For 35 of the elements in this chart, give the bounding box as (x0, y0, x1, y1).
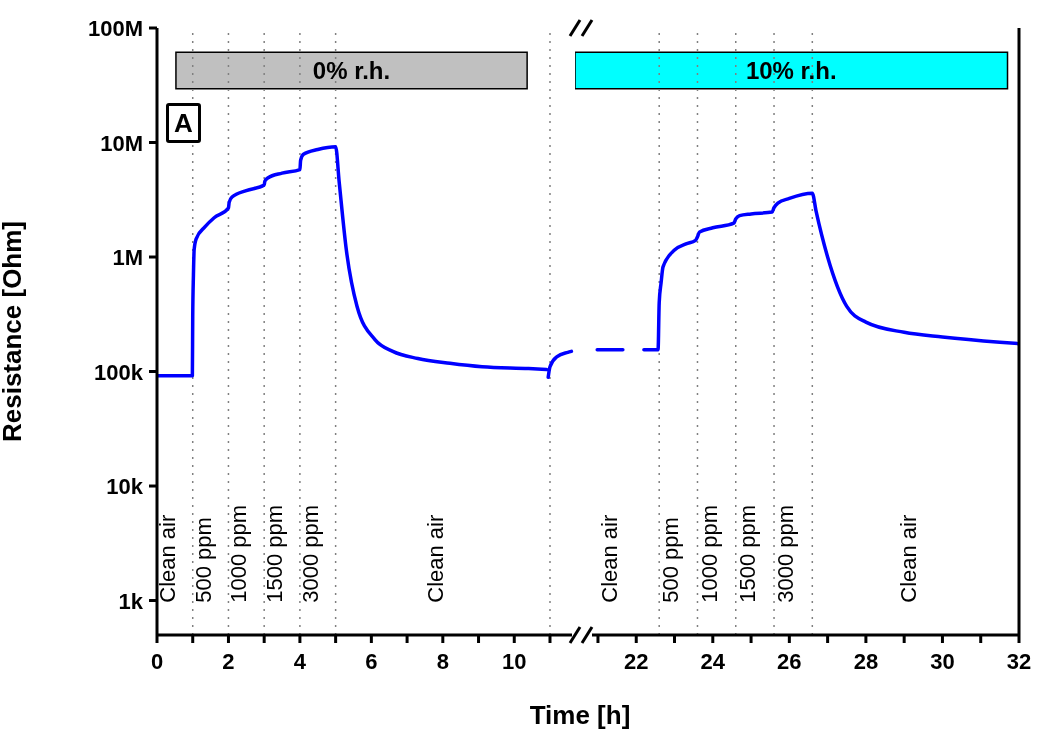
annotation: 500 ppm (190, 517, 216, 603)
x-tick-label: 4 (293, 649, 307, 674)
annotation: 1500 ppm (734, 504, 760, 603)
annotation: Clean air (154, 514, 180, 603)
x-tick-label: 26 (777, 649, 802, 674)
x-tick-label: 30 (930, 649, 955, 674)
annotation: Clean air (422, 514, 448, 603)
text: A (166, 103, 201, 143)
y-tick-label: 100M (87, 16, 143, 41)
annotation: 1000 ppm (696, 504, 722, 603)
x-tick-label: 10 (502, 649, 527, 674)
annotation: 3000 ppm (773, 504, 799, 603)
x-tick-label: 32 (1006, 649, 1032, 674)
x-tick-label: 2 (222, 649, 235, 674)
annotation: 500 ppm (658, 517, 684, 603)
x-tick-label: 28 (853, 649, 879, 674)
y-tick-label: 10M (100, 130, 143, 156)
x-tick-label: 0 (150, 649, 164, 674)
annotation: Clean air (895, 514, 921, 603)
y-tick-label: 10k (106, 474, 144, 500)
x-tick-label: 8 (436, 649, 449, 674)
x-tick-label: 22 (624, 649, 649, 674)
annotation: Clean air (597, 514, 623, 603)
y-tick-label: 100k (94, 359, 144, 385)
y-tick-label: 1M (112, 245, 143, 271)
band-label: 10% r.h. (745, 57, 837, 85)
x-axis-title: Time [h] (528, 700, 632, 731)
band-label: 0% r.h. (312, 57, 391, 85)
x-tick-label: 24 (700, 649, 726, 674)
x-tick-label: 6 (365, 649, 378, 674)
annotation: 3000 ppm (297, 504, 323, 603)
y-axis-title: Resistance [Ohm] (0, 220, 28, 443)
y-tick-label: 1k (118, 588, 144, 614)
annotation: 1000 ppm (226, 504, 252, 603)
annotation: 1500 ppm (262, 504, 288, 603)
